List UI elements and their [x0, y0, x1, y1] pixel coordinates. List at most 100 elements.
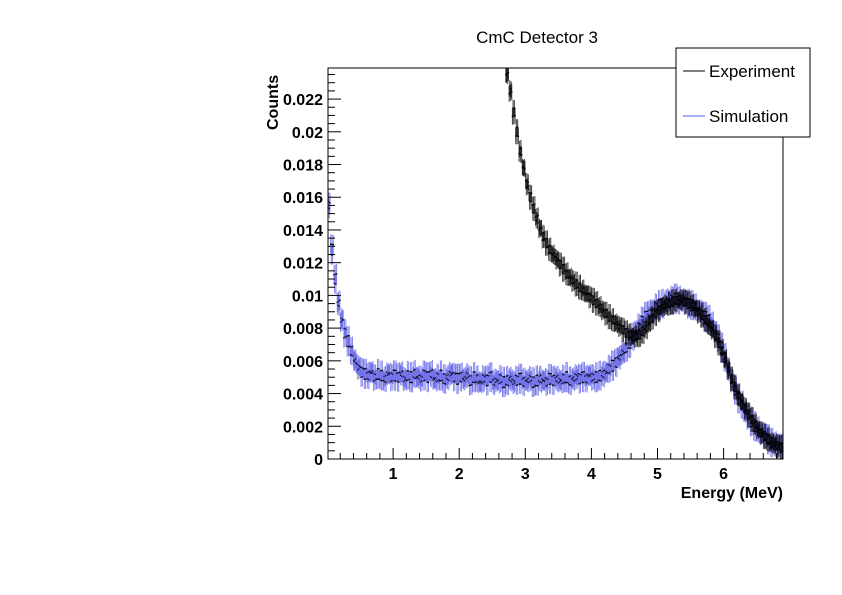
data-point	[552, 255, 555, 257]
data-point	[662, 297, 664, 300]
data-point	[581, 287, 584, 290]
data-point	[390, 372, 393, 375]
data-point	[488, 372, 490, 374]
data-point	[721, 341, 724, 344]
data-point	[580, 374, 582, 376]
data-point	[568, 375, 570, 378]
data-point	[353, 359, 356, 361]
data-point	[561, 373, 564, 375]
data-point	[554, 376, 557, 379]
data-point	[665, 303, 668, 305]
legend: Experiment Simulation	[675, 47, 811, 138]
data-point	[361, 366, 363, 369]
data-point	[481, 382, 483, 385]
data-point	[360, 376, 362, 379]
data-point	[625, 327, 627, 330]
data-point	[596, 371, 598, 373]
data-point	[645, 310, 647, 313]
data-point	[514, 380, 516, 383]
data-point	[708, 325, 710, 328]
data-point	[587, 375, 590, 378]
data-point	[536, 374, 539, 376]
data-point	[643, 335, 645, 337]
data-point	[712, 320, 715, 322]
data-point	[586, 292, 588, 295]
series-simulation	[327, 192, 784, 459]
data-point	[362, 368, 365, 370]
data-point	[572, 282, 574, 284]
data-point	[545, 385, 547, 387]
data-point	[672, 305, 675, 308]
data-point	[597, 305, 600, 307]
data-point	[427, 371, 429, 373]
data-point	[594, 299, 596, 301]
data-point	[387, 372, 389, 374]
data-point	[702, 310, 704, 312]
data-point	[538, 375, 541, 377]
data-point	[770, 443, 773, 445]
data-point	[524, 168, 526, 170]
data-point	[351, 354, 353, 356]
data-point	[511, 91, 513, 93]
data-point	[733, 390, 735, 392]
data-point	[531, 204, 533, 206]
data-point	[733, 394, 736, 396]
data-point	[750, 422, 752, 425]
data-point	[747, 418, 749, 420]
data-point	[616, 366, 618, 369]
data-point	[480, 380, 483, 382]
data-point	[550, 373, 553, 375]
data-point	[539, 381, 541, 383]
data-point	[526, 378, 528, 381]
data-point	[728, 366, 730, 369]
data-point	[670, 294, 672, 297]
data-point	[615, 357, 617, 359]
data-point	[724, 357, 726, 359]
data-point	[352, 355, 354, 357]
data-point	[570, 275, 572, 277]
data-point	[661, 307, 663, 309]
data-point	[776, 449, 779, 451]
data-point	[367, 371, 370, 373]
data-point	[436, 372, 438, 374]
data-point	[501, 386, 504, 389]
data-point	[566, 276, 568, 279]
data-point	[364, 378, 367, 381]
data-point	[477, 382, 480, 384]
data-point	[715, 338, 717, 341]
data-point	[671, 305, 674, 308]
data-point	[560, 260, 563, 262]
data-point	[461, 371, 463, 374]
data-point	[640, 315, 643, 317]
data-point	[704, 310, 707, 313]
data-point	[515, 126, 518, 129]
data-point	[346, 345, 348, 348]
data-point	[462, 378, 465, 381]
data-point	[571, 378, 573, 380]
data-point	[610, 359, 613, 362]
data-point	[401, 370, 404, 372]
x-tick-label: 2	[455, 466, 464, 483]
data-point	[591, 380, 593, 382]
data-point	[775, 442, 777, 445]
data-point	[555, 260, 557, 263]
data-point	[692, 307, 694, 309]
data-point	[515, 374, 517, 377]
data-point	[713, 331, 715, 333]
data-point	[577, 372, 580, 375]
data-point	[649, 322, 652, 325]
data-point	[363, 378, 366, 380]
data-point	[550, 383, 552, 385]
data-point	[407, 370, 410, 373]
data-point	[452, 381, 455, 383]
data-point	[432, 379, 434, 381]
data-point	[400, 371, 403, 373]
data-point	[434, 378, 436, 380]
data-point	[622, 325, 624, 327]
data-point	[340, 317, 342, 319]
data-point	[657, 306, 659, 308]
data-point	[678, 298, 681, 300]
data-point	[577, 287, 579, 289]
data-point	[400, 374, 402, 376]
data-point	[624, 328, 626, 330]
